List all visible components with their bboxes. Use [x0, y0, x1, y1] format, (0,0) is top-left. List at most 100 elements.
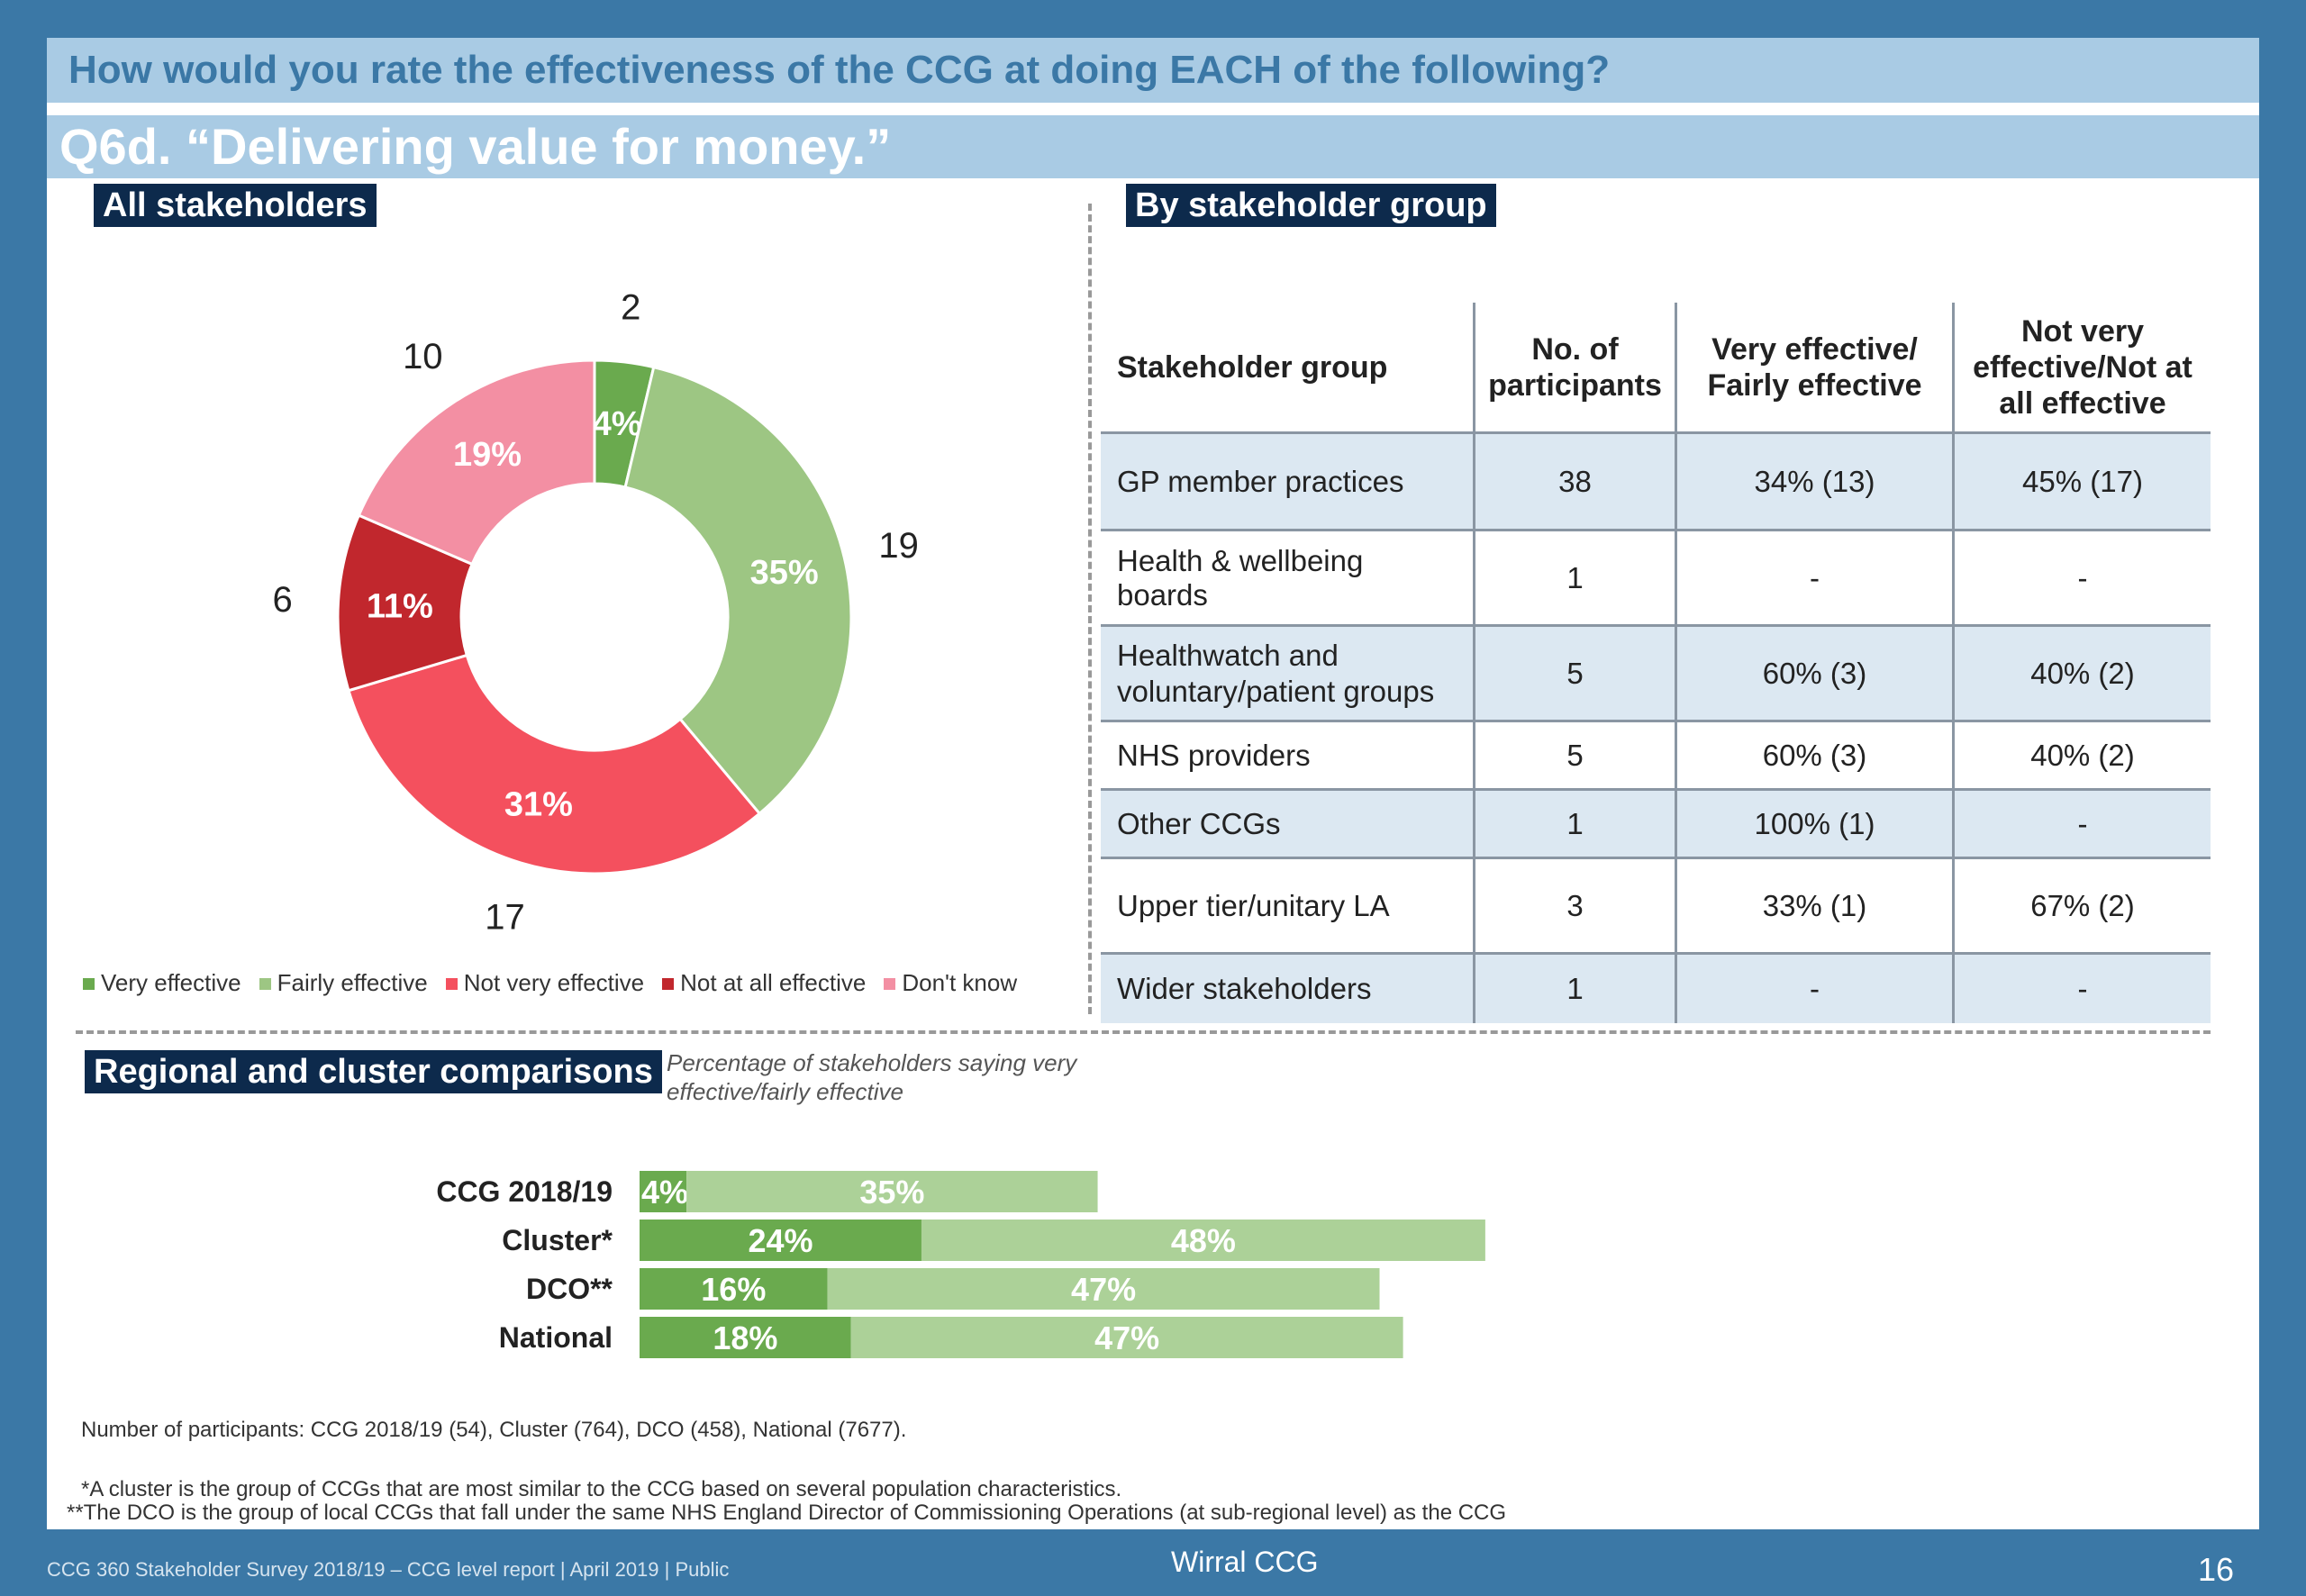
row-group: Other CCGs: [1101, 791, 1475, 857]
row-not-effective: -: [2077, 972, 2088, 1005]
bar-category-label: DCO**: [526, 1273, 613, 1305]
bar-category-label: National: [499, 1321, 613, 1354]
row-participants: 38: [1475, 434, 1677, 529]
slice-percent-label: 4%: [593, 405, 642, 443]
donut-chart: 4% 2 35% 19 31% 17 11% 6 19% 10: [272, 287, 919, 937]
row-not-effective: -: [2077, 806, 2088, 840]
row-participants: 1: [1475, 531, 1677, 624]
row-group: NHS providers: [1101, 722, 1475, 788]
table-header-row: Stakeholder group No. of participants Ve…: [1101, 303, 2211, 434]
legend-label: Not very effective: [463, 969, 645, 996]
bar-value-label: 35%: [859, 1174, 924, 1211]
donut-slice: [623, 365, 853, 816]
bar-value-label: 47%: [1071, 1271, 1136, 1308]
header-not-effective: Not very effective/Not at all effective: [1973, 313, 2193, 421]
legend-item: Not very effective: [445, 969, 645, 997]
table-row: Health & wellbeing boards 1 - -: [1101, 531, 2211, 627]
bar-category-label: Cluster*: [502, 1224, 613, 1256]
header-stakeholder-group: Stakeholder group: [1101, 303, 1475, 431]
donut-legend: Very effective Fairly effective Not very e…: [83, 969, 1035, 997]
bar-segment: [686, 1171, 1098, 1212]
bar-segment: [640, 1317, 851, 1358]
legend-swatch: [83, 978, 95, 990]
row-not-effective: 67% (2): [2030, 888, 2135, 922]
legend-item: Not at all effective: [662, 969, 866, 997]
donut-slice: [357, 358, 596, 567]
table-row: Healthwatch and voluntary/patient groups…: [1101, 627, 2211, 722]
row-participants: 5: [1475, 627, 1677, 720]
bar-value-label: 18%: [713, 1319, 777, 1356]
bar-value-label: 47%: [1094, 1319, 1159, 1356]
table-row: Wider stakeholders 1 - -: [1101, 955, 2211, 1023]
legend-swatch: [662, 978, 675, 990]
legend-label: Fairly effective: [277, 969, 428, 996]
row-group: Healthwatch and voluntary/patient groups: [1101, 627, 1475, 720]
header-participants: No. of participants: [1475, 303, 1677, 431]
donut-slice: [347, 653, 762, 875]
bar-segment: [640, 1220, 921, 1261]
row-not-effective: -: [2077, 560, 2088, 594]
row-effective: -: [1677, 955, 1955, 1023]
row-effective: 33% (1): [1677, 859, 1955, 952]
row-group: Health & wellbeing boards: [1101, 531, 1475, 624]
legend-swatch: [445, 978, 458, 990]
row-group: Wider stakeholders: [1101, 955, 1475, 1023]
legend-item: Very effective: [83, 969, 241, 997]
slice-count-label: 19: [878, 526, 919, 566]
row-effective: -: [1677, 531, 1955, 624]
legend-label: Very effective: [101, 969, 241, 996]
regional-heading: Regional and cluster comparisons: [85, 1050, 662, 1093]
table-row: NHS providers 5 60% (3) 40% (2): [1101, 722, 2211, 791]
bar-segment: [640, 1171, 687, 1212]
dco-footnote: **The DCO is the group of local CCGs tha…: [67, 1501, 1507, 1525]
slice-count-label: 2: [621, 287, 640, 327]
slice-count-label: 6: [272, 580, 292, 620]
by-group-heading: By stakeholder group: [1126, 184, 1496, 227]
participants-footnote: Number of participants: CCG 2018/19 (54)…: [81, 1418, 907, 1442]
bar-value-label: 16%: [701, 1271, 766, 1308]
regional-note: Percentage of stakeholders saying very e…: [667, 1049, 1077, 1105]
question-banner: How would you rate the effectiveness of …: [47, 38, 2259, 103]
all-stakeholders-heading: All stakeholders: [94, 184, 377, 227]
footer-ccg-name: Wirral CCG: [1171, 1546, 1319, 1578]
slice-count-label: 17: [485, 897, 525, 937]
legend-label: Don't know: [902, 969, 1018, 996]
row-group: Upper tier/unitary LA: [1101, 859, 1475, 952]
slice-percent-label: 35%: [750, 554, 819, 592]
bar-segment: [827, 1268, 1380, 1310]
row-effective: 34% (13): [1677, 434, 1955, 529]
bar-value-label: 24%: [748, 1222, 813, 1259]
row-effective: 60% (3): [1677, 722, 1955, 788]
bar-segment: [640, 1268, 828, 1310]
bar-segment: [850, 1317, 1403, 1358]
legend-label: Not at all effective: [680, 969, 867, 996]
legend-item: Don't know: [884, 969, 1017, 997]
legend-item: Fairly effective: [259, 969, 428, 997]
slice-percent-label: 11%: [367, 587, 433, 625]
bar-value-label: 4%: [641, 1174, 688, 1211]
legend-swatch: [259, 978, 271, 990]
row-effective: 100% (1): [1677, 791, 1955, 857]
cluster-footnote: *A cluster is the group of CCGs that are…: [81, 1477, 1122, 1501]
slice-count-label: 10: [403, 337, 443, 376]
row-participants: 5: [1475, 722, 1677, 788]
row-not-effective: 40% (2): [2030, 656, 2135, 690]
vertical-divider: [1088, 204, 1092, 1014]
table-row: Other CCGs 1 100% (1) -: [1101, 791, 2211, 859]
row-not-effective: 45% (17): [2022, 464, 2143, 498]
legend-swatch: [884, 978, 896, 990]
row-participants: 3: [1475, 859, 1677, 952]
slice-percent-label: 31%: [504, 785, 573, 823]
row-effective: 60% (3): [1677, 627, 1955, 720]
row-participants: 1: [1475, 791, 1677, 857]
table-row: GP member practices 38 34% (13) 45% (17): [1101, 434, 2211, 531]
regional-bar-chart: CCG 2018/19 4% 35% Cluster* 24% 48% DCO** 16% 47…: [436, 1171, 1485, 1358]
bar-value-label: 48%: [1171, 1222, 1236, 1259]
stakeholder-table: Stakeholder group No. of participants Ve…: [1101, 303, 2211, 1023]
subquestion-banner: Q6d. “Delivering value for money.”: [47, 115, 2259, 178]
row-not-effective: 40% (2): [2030, 738, 2135, 772]
bar-category-label: CCG 2018/19: [436, 1175, 613, 1208]
page-number: 16: [2198, 1551, 2235, 1588]
row-participants: 1: [1475, 955, 1677, 1023]
footer-survey-info: CCG 360 Stakeholder Survey 2018/19 – CCG…: [47, 1558, 730, 1581]
